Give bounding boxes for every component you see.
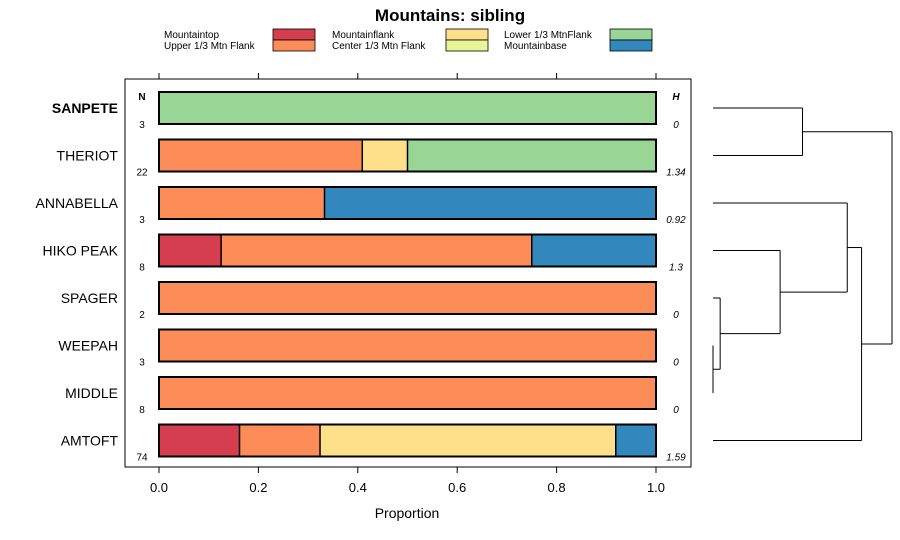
- bar-annabella-mountainbase: [324, 187, 656, 219]
- row-label-weepah: WEEPAH: [58, 338, 118, 354]
- legend-swatch-mountainflank: [445, 28, 489, 41]
- bar-hiko-peak-mountainbase: [531, 234, 656, 267]
- x-axis-label: Proportion: [375, 505, 440, 521]
- x-tick-label-0.6: 0.6: [448, 480, 466, 495]
- bar-outline-sanpete: [158, 91, 657, 125]
- x-tick-label-0.0: 0.0: [150, 480, 168, 495]
- x-axis: 0.0 0.2 0.4 0.6 0.8 1.0: [150, 73, 665, 495]
- legend-swatch-mountaintop: [272, 28, 316, 41]
- h-value-amtoft: 1.59: [666, 453, 686, 464]
- bar-annabella-upper-1-3-mtn-flank: [159, 187, 325, 219]
- row-label-amtoft: AMTOFT: [61, 433, 119, 449]
- x-tick-label-0.2: 0.2: [249, 480, 267, 495]
- bar-outline-spager: [158, 281, 657, 315]
- bar-weepah-upper-1-3-mtn-flank: [159, 329, 656, 362]
- bar-outline-weepah: [158, 328, 657, 363]
- bar-outline-amtoft: [158, 423, 657, 458]
- row-label-middle: MIDDLE: [65, 385, 118, 401]
- bar-hiko-peak-mountaintop: [159, 234, 222, 267]
- bar-outline-theriot: [158, 138, 657, 173]
- row-label-sanpete: SANPETE: [52, 100, 118, 116]
- legend-label-mountaintop: Mountaintop: [164, 30, 219, 41]
- dendrogram: [712, 107, 893, 441]
- legend-swatch-mountainbase: [609, 39, 653, 52]
- legend-label-mountainbase: Mountainbase: [504, 41, 567, 52]
- bar-hiko-peak-upper-1-3-mtn-flank: [221, 234, 532, 267]
- h-value-annabella: 0.92: [666, 215, 686, 226]
- n-value-middle: 8: [139, 405, 145, 416]
- legend-label-lower-1-3-mtnflank: Lower 1/3 MtnFlank: [504, 30, 593, 41]
- h-value-middle: 0: [673, 405, 679, 416]
- bar-middle-upper-1-3-mtn-flank: [159, 377, 656, 409]
- n-value-weepah: 3: [139, 358, 145, 369]
- h-value-spager: 0: [673, 310, 679, 321]
- bar-amtoft-mountainbase: [615, 424, 656, 457]
- legend-swatch-upper-1-3-mtn-flank: [272, 39, 316, 52]
- bar-amtoft-upper-1-3-mtn-flank: [239, 424, 321, 457]
- n-value-spager: 2: [139, 310, 145, 321]
- n-value-hiko-peak: 8: [139, 263, 145, 274]
- bar-sanpete-lower-1-3-mtnflank: [159, 92, 656, 124]
- x-tick-label-0.4: 0.4: [349, 480, 367, 495]
- bar-outline-hiko-peak: [158, 233, 657, 268]
- bar-theriot-upper-1-3-mtn-flank: [159, 139, 363, 172]
- bar-amtoft-mountaintop: [159, 424, 240, 457]
- x-tick-label-0.8: 0.8: [548, 480, 566, 495]
- bar-outline-middle: [158, 376, 657, 410]
- bar-outline-annabella: [158, 186, 657, 220]
- h-value-sanpete: 0: [673, 120, 679, 131]
- bar-spager-upper-1-3-mtn-flank: [159, 282, 656, 314]
- row-label-hiko-peak: HIKO PEAK: [43, 243, 119, 259]
- n-value-amtoft: 74: [136, 453, 148, 464]
- legend-label-center-1-3-mtn-flank: Center 1/3 Mtn Flank: [332, 41, 426, 52]
- n-value-annabella: 3: [139, 215, 145, 226]
- bars-group: [158, 91, 657, 458]
- legend-swatch-center-1-3-mtn-flank: [445, 39, 489, 52]
- bar-theriot-mountainflank: [362, 139, 408, 172]
- row-label-theriot: THERIOT: [57, 148, 119, 164]
- bar-amtoft-mountainflank: [320, 424, 616, 457]
- legend-label-mountainflank: Mountainflank: [332, 30, 395, 41]
- bar-theriot-lower-1-3-mtnflank: [407, 139, 656, 172]
- chart-title: Mountains: sibling: [375, 6, 525, 25]
- n-value-sanpete: 3: [139, 120, 145, 131]
- legend-label-upper-1-3-mtn-flank: Upper 1/3 Mtn Flank: [164, 41, 256, 52]
- n-value-theriot: 22: [136, 168, 148, 179]
- row-label-spager: SPAGER: [61, 290, 118, 306]
- n-header: N: [138, 92, 145, 103]
- h-value-hiko-peak: 1.3: [669, 263, 683, 274]
- legend-swatch-lower-1-3-mtnflank: [609, 28, 653, 41]
- h-value-theriot: 1.34: [666, 168, 686, 179]
- h-value-weepah: 0: [673, 358, 679, 369]
- h-header: H: [672, 92, 680, 103]
- row-label-annabella: ANNABELLA: [36, 195, 119, 211]
- x-tick-label-1.0: 1.0: [647, 480, 665, 495]
- plot-frame: [124, 78, 692, 468]
- row-labels: SANPETE 3 0 THERIOT 22 1.34 ANNABELLA 3 0.92 HIKO…: [36, 100, 687, 464]
